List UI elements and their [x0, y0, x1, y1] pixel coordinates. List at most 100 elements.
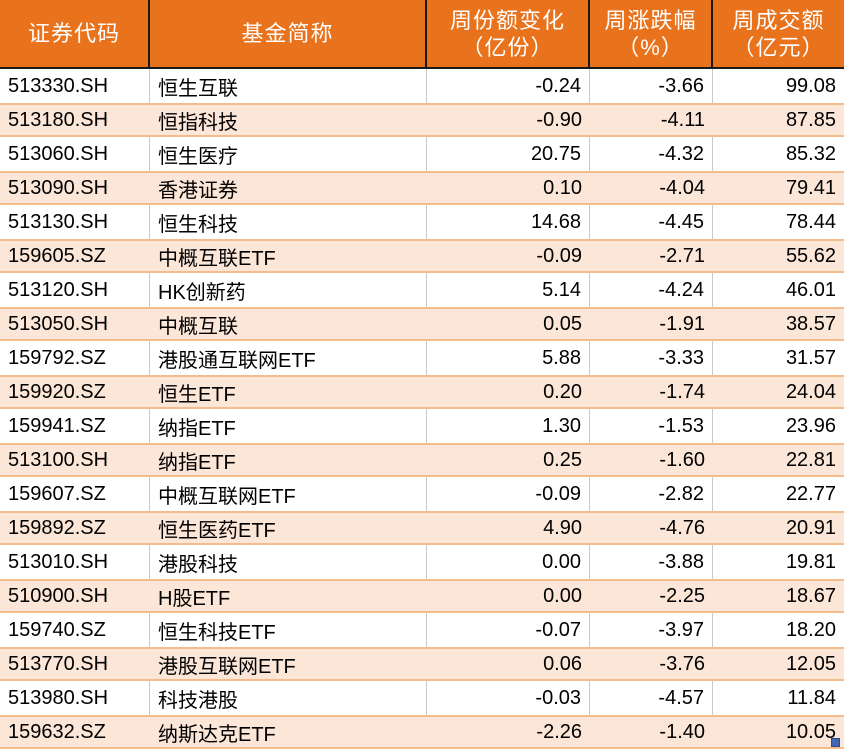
cell-name: 港股科技 — [150, 545, 427, 579]
table-row: 510900.SH H股ETF 0.00 -2.25 18.67 — [0, 579, 844, 613]
table-row: 159605.SZ 中概互联ETF -0.09 -2.71 55.62 — [0, 239, 844, 273]
table-row: 513180.SH 恒指科技 -0.90 -4.11 87.85 — [0, 103, 844, 137]
cell-pct_change: -3.88 — [590, 545, 713, 579]
cell-pct_change: -1.60 — [659, 448, 705, 471]
cell-code: 513050.SH — [8, 312, 109, 335]
cell-pct_change: -4.57 — [590, 681, 713, 715]
table-row: 513770.SH 港股互联网ETF 0.06 -3.76 12.05 — [0, 647, 844, 681]
header-label: 周份额变化 — [449, 7, 565, 33]
cell-pct_change: -4.32 — [590, 137, 713, 171]
cell-pct_change: -1.74 — [659, 380, 705, 403]
cell-code: 159920.SZ — [8, 380, 106, 403]
table-row: 159740.SZ 恒生科技ETF -0.07 -3.97 18.20 — [0, 613, 844, 647]
table-row: 513120.SH HK创新药 5.14 -4.24 46.01 — [0, 273, 844, 307]
cell-code: 513060.SH — [0, 137, 150, 171]
cell-code: 513130.SH — [0, 205, 150, 239]
cell-turnover: 20.91 — [785, 516, 836, 539]
cell-share_change: 0.10 — [543, 176, 582, 199]
table-body: 513330.SH 恒生互联 -0.24 -3.66 99.08 513180.SH 恒指科… — [0, 69, 844, 749]
table-row: 513100.SH 纳指ETF 0.25 -1.60 22.81 — [0, 443, 844, 477]
cell-name: 恒生医药ETF — [158, 519, 276, 542]
table-header-row: 证券代码 基金简称 周份额变化 （亿份） 周涨跌幅 （%） 周成交额 （亿元） — [0, 0, 844, 69]
cell-share_change: 0.25 — [543, 448, 582, 471]
cell-turnover: 79.41 — [785, 176, 836, 199]
cell-share_change: -2.26 — [536, 720, 582, 743]
cell-turnover: 18.67 — [785, 584, 836, 607]
cell-code: 510900.SH — [8, 584, 109, 607]
cell-turnover: 19.81 — [785, 550, 836, 573]
cell-share_change: -0.90 — [536, 108, 582, 131]
table-row: 513050.SH 中概互联 0.05 -1.91 38.57 — [0, 307, 844, 341]
cell-share_change: -0.09 — [427, 477, 590, 511]
cell-code: 159740.SZ — [0, 613, 150, 647]
header-cell-share-change: 周份额变化 （亿份） — [427, 0, 590, 67]
table-row: 159892.SZ 恒生医药ETF 4.90 -4.76 20.91 — [0, 511, 844, 545]
cell-pct_change: -4.04 — [659, 176, 705, 199]
cell-code: 159792.SZ — [0, 341, 150, 375]
cell-code: 513100.SH — [8, 448, 109, 471]
cell-turnover: 23.96 — [785, 414, 836, 437]
cell-code: 513330.SH — [0, 69, 150, 103]
cell-share_change: 5.14 — [427, 273, 590, 307]
cell-share_change: 4.90 — [543, 516, 582, 539]
cell-pct_change: -4.11 — [660, 108, 705, 131]
cell-name: 恒生科技ETF — [150, 613, 427, 647]
cell-pct_change: -4.76 — [659, 516, 705, 539]
cell-code: 513010.SH — [0, 545, 150, 579]
selection-fill-handle[interactable] — [831, 738, 840, 747]
cell-share_change: -0.03 — [427, 681, 590, 715]
cell-pct_change: -3.66 — [590, 69, 713, 103]
cell-name: 中概互联网ETF — [150, 477, 427, 511]
cell-name: 恒生科技 — [150, 205, 427, 239]
header-sublabel: （亿份） — [461, 34, 554, 60]
cell-name: 中概互联 — [158, 315, 238, 338]
cell-turnover: 38.57 — [785, 312, 836, 335]
cell-code: 159941.SZ — [0, 409, 150, 443]
cell-turnover: 12.05 — [785, 652, 836, 675]
cell-share_change: 5.88 — [427, 341, 590, 375]
cell-share_change: 14.68 — [427, 205, 590, 239]
table-row: 513330.SH 恒生互联 -0.24 -3.66 99.08 — [0, 69, 844, 103]
cell-share_change: -0.24 — [427, 69, 590, 103]
header-cell-name: 基金简称 — [150, 0, 427, 67]
cell-name: 港股通互联网ETF — [150, 341, 427, 375]
cell-share_change: 0.00 — [427, 545, 590, 579]
header-label: 证券代码 — [27, 21, 120, 46]
cell-turnover: 18.20 — [785, 618, 836, 641]
cell-pct_change: -2.25 — [659, 584, 705, 607]
cell-code: 513180.SH — [8, 108, 109, 131]
header-cell-pct-change: 周涨跌幅 （%） — [590, 0, 713, 67]
cell-share_change: 0.00 — [543, 584, 582, 607]
table-row: 159607.SZ 中概互联网ETF -0.09 -2.82 22.77 — [0, 477, 844, 511]
cell-share_change: 20.75 — [427, 137, 590, 171]
header-cell-turnover: 周成交额 （亿元） — [713, 0, 844, 67]
cell-pct_change: -3.97 — [590, 613, 713, 647]
cell-code: 513120.SH — [0, 273, 150, 307]
cell-code: 159605.SZ — [8, 244, 106, 267]
cell-pct_change: -2.82 — [590, 477, 713, 511]
cell-name: 恒生医疗 — [150, 137, 427, 171]
header-label: 基金简称 — [241, 21, 334, 46]
cell-name: 恒生互联 — [150, 69, 427, 103]
cell-turnover: 87.85 — [785, 108, 836, 131]
cell-code: 159892.SZ — [8, 516, 106, 539]
cell-turnover: 22.81 — [785, 448, 836, 471]
cell-name: 恒指科技 — [158, 111, 238, 134]
cell-turnover: 55.62 — [785, 244, 836, 267]
cell-turnover: 99.08 — [785, 74, 836, 97]
cell-pct_change: -3.76 — [659, 652, 705, 675]
header-sublabel: （%） — [617, 34, 684, 60]
cell-code: 513980.SH — [0, 681, 150, 715]
cell-share_change: 0.05 — [543, 312, 582, 335]
cell-turnover: 78.44 — [785, 210, 836, 233]
header-label: 周成交额 — [732, 7, 825, 33]
cell-name: 中概互联ETF — [158, 247, 276, 270]
cell-turnover: 11.84 — [787, 686, 836, 709]
cell-turnover: 31.57 — [785, 346, 836, 369]
cell-name: 香港证券 — [158, 179, 238, 202]
cell-name: H股ETF — [158, 587, 231, 610]
cell-name: 恒生ETF — [158, 383, 236, 406]
cell-pct_change: -2.71 — [659, 244, 705, 267]
cell-name: 港股互联网ETF — [158, 655, 296, 678]
